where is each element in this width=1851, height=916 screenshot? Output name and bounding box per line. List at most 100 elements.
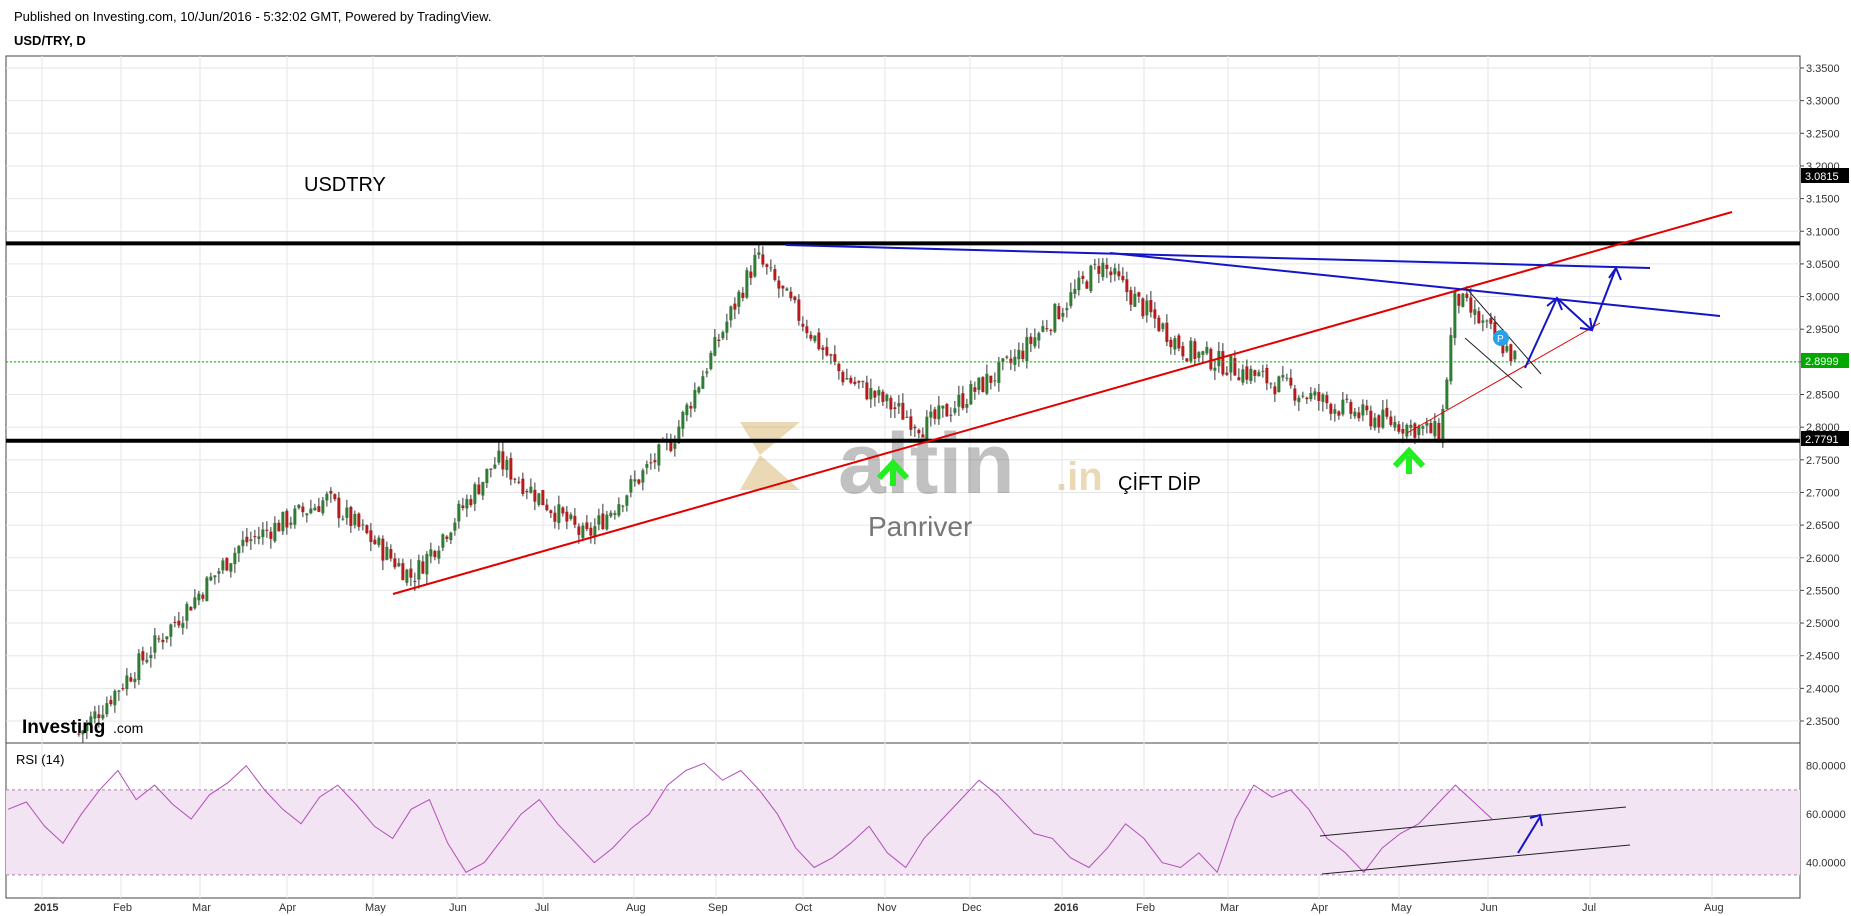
candle — [1301, 391, 1305, 399]
candle — [185, 601, 189, 629]
candle-body — [397, 563, 401, 567]
marker-circle-icon — [1493, 330, 1509, 346]
candle — [581, 522, 585, 542]
candle — [981, 376, 985, 393]
candle — [513, 477, 517, 484]
candle-body — [1105, 264, 1109, 269]
candle — [85, 719, 89, 739]
candle-body — [1441, 408, 1445, 443]
candle — [1377, 414, 1381, 434]
candle-body — [1029, 336, 1033, 344]
candle — [533, 482, 537, 511]
candle — [721, 330, 725, 341]
candle — [505, 456, 509, 478]
candle — [1145, 294, 1149, 323]
candle — [257, 526, 261, 545]
candle-body — [445, 536, 449, 539]
candle-body — [353, 513, 357, 526]
candle-body — [1325, 395, 1329, 404]
thin-red-trendline — [1406, 322, 1601, 434]
candle-body — [313, 507, 317, 511]
candle-body — [1209, 348, 1213, 370]
candle — [1293, 384, 1297, 406]
resistance-price-tag: 3.0815 — [1801, 168, 1849, 183]
candle-body — [237, 546, 241, 554]
candle-body — [1405, 424, 1409, 437]
time-tick-label: Oct — [795, 902, 812, 914]
candle — [1001, 358, 1005, 371]
candle-body — [465, 499, 469, 509]
candle-body — [1293, 388, 1297, 401]
candle — [301, 502, 305, 518]
candle — [433, 549, 437, 561]
candle — [1317, 383, 1321, 411]
price-tick-label: 3.2500 — [1806, 128, 1840, 140]
candle — [597, 508, 601, 531]
watermark-tld: .in — [1056, 455, 1103, 499]
candle — [821, 344, 825, 360]
rsi-axis: 80.0000 60.0000 40.0000 — [1806, 761, 1846, 870]
candle — [829, 353, 833, 365]
time-tick-label: Jun — [449, 902, 467, 914]
candle — [897, 395, 901, 414]
candle-body — [809, 334, 813, 339]
candle — [713, 328, 717, 357]
candle — [197, 590, 201, 606]
candle-body — [633, 479, 637, 482]
candle-body — [953, 408, 957, 413]
candle-body — [1421, 426, 1425, 429]
p-marker[interactable]: P — [1493, 330, 1509, 346]
candle — [1341, 391, 1345, 417]
candle — [645, 460, 649, 475]
candle-body — [373, 539, 377, 545]
candle — [525, 488, 529, 500]
candle — [277, 519, 281, 532]
candle-body — [901, 402, 905, 420]
candle — [517, 476, 521, 485]
price-tick-label: 2.6500 — [1806, 520, 1840, 532]
candle-body — [985, 373, 989, 394]
candle-body — [1477, 311, 1481, 324]
candle — [1381, 400, 1385, 430]
candle — [429, 542, 433, 564]
candle — [273, 516, 277, 543]
candle — [617, 497, 621, 518]
candle — [673, 435, 677, 457]
candle-body — [361, 524, 365, 526]
candle-body — [1481, 320, 1485, 323]
candle-body — [801, 323, 805, 327]
candle — [265, 521, 269, 538]
candle-body — [553, 512, 557, 522]
price-tick-label: 2.6000 — [1806, 553, 1840, 565]
rsi-channel-upper — [1319, 806, 1627, 837]
rsi-arrow-shaft — [1517, 816, 1541, 854]
candle — [365, 524, 369, 535]
candle-body — [269, 531, 273, 539]
candle-body — [181, 623, 185, 628]
up-arrow-shaft — [890, 468, 896, 486]
candle-body — [1309, 393, 1313, 400]
candle — [209, 572, 213, 582]
candle-body — [1057, 306, 1061, 320]
candle-body — [1193, 341, 1197, 359]
candle — [1157, 315, 1161, 333]
arrowhead — [1589, 317, 1593, 331]
candle-body — [1345, 398, 1349, 400]
candle-body — [265, 529, 269, 531]
candle-body — [165, 636, 169, 640]
candle — [453, 518, 457, 536]
candle-body — [1457, 294, 1461, 306]
candle — [397, 558, 401, 568]
candle-body — [317, 506, 321, 512]
candle — [985, 364, 989, 396]
candle-body — [341, 518, 345, 520]
candle — [685, 402, 689, 422]
candle-body — [1333, 409, 1337, 414]
candle-body — [157, 638, 161, 640]
candle-body — [401, 563, 405, 581]
candle-body — [497, 450, 501, 463]
candle-body — [137, 653, 141, 680]
candle-body — [813, 335, 817, 342]
candle-body — [109, 699, 113, 705]
